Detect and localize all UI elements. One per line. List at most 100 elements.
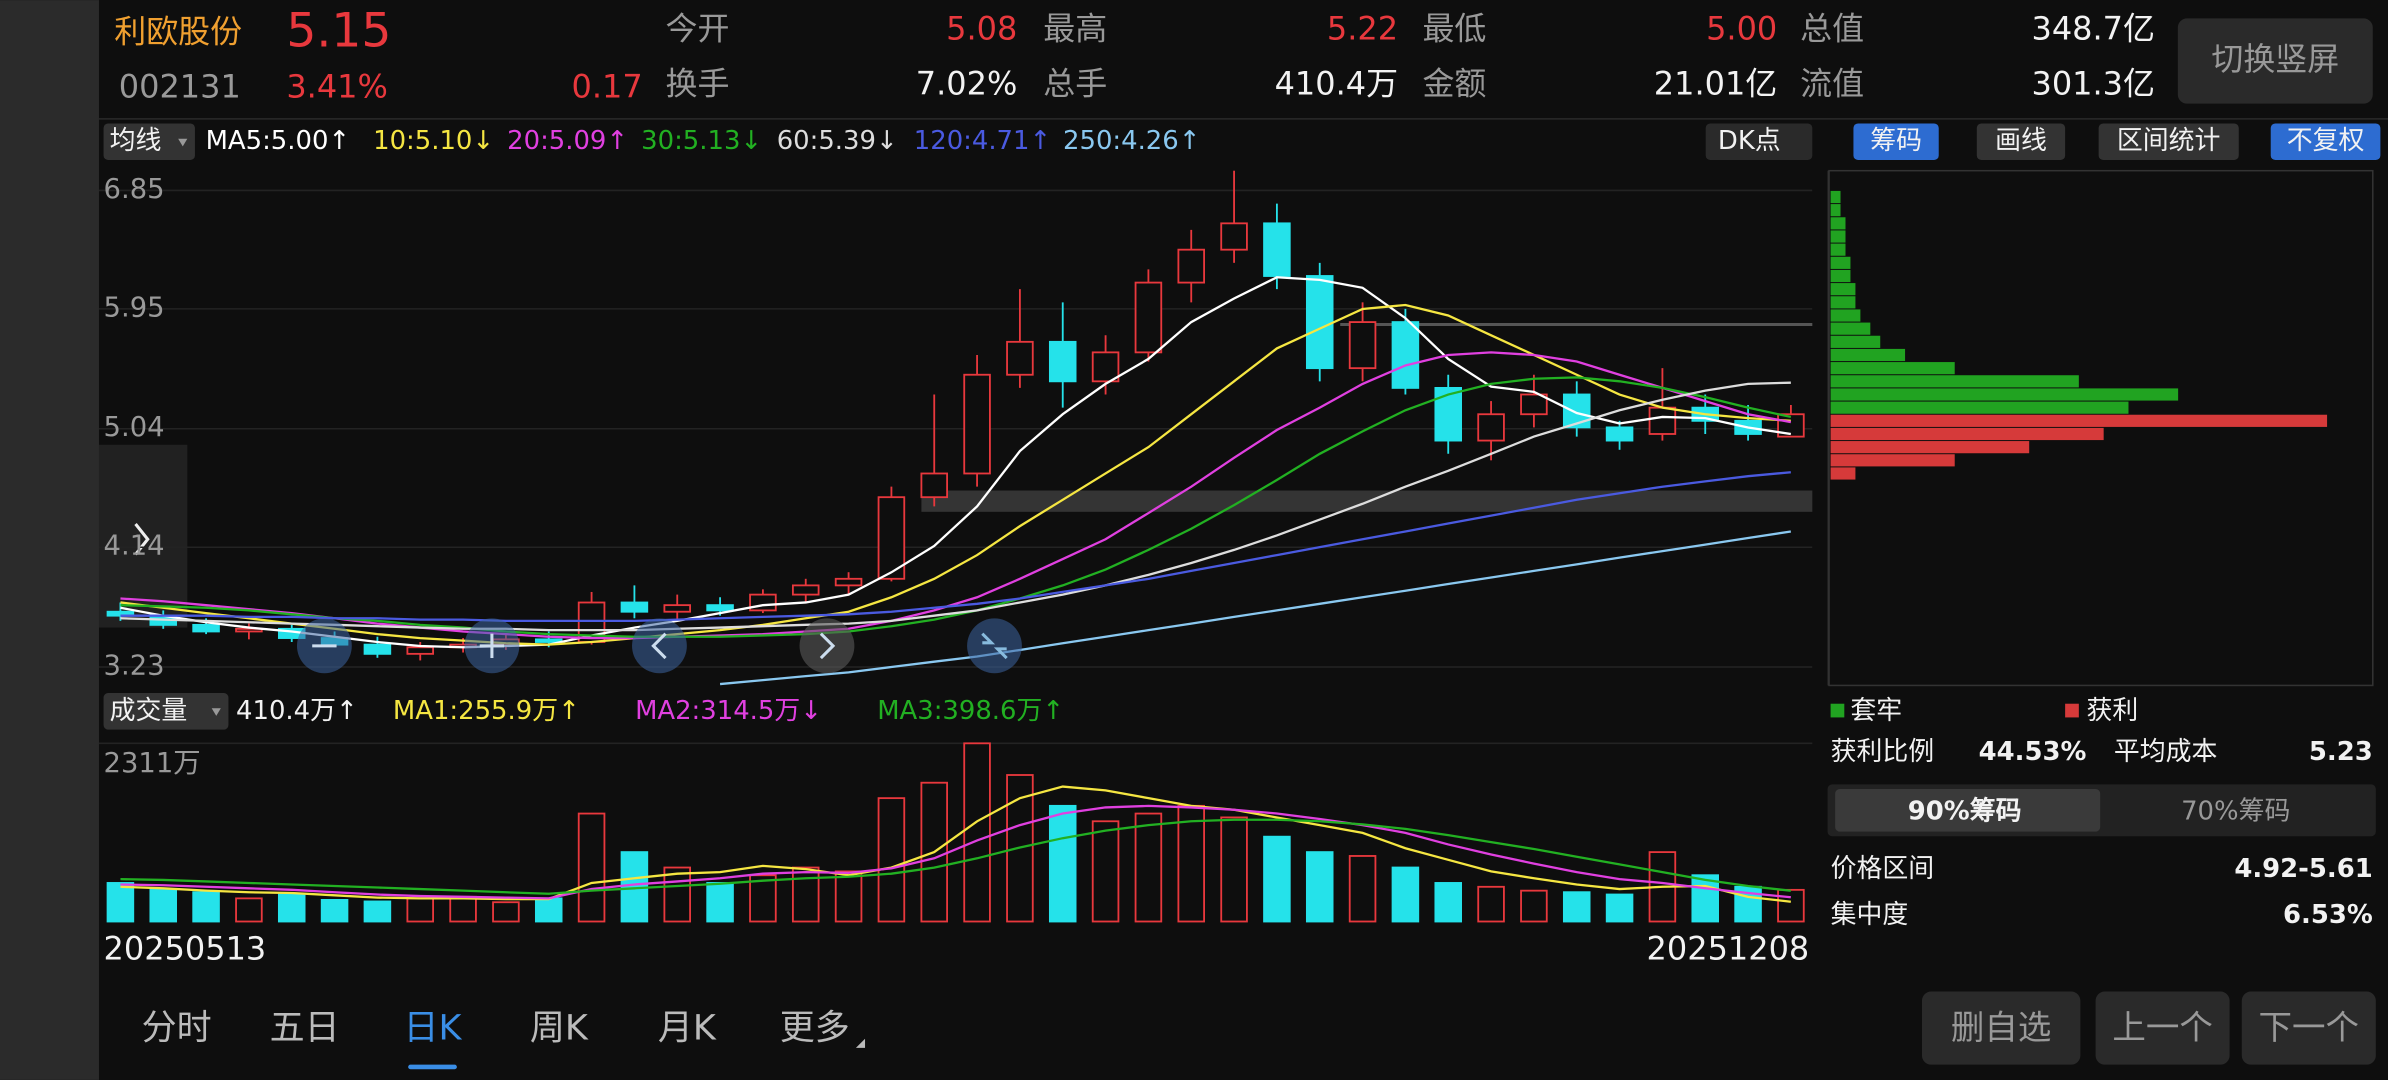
volume-bar xyxy=(663,866,692,923)
stat-value: 5.08 xyxy=(946,10,1017,48)
volume-bar xyxy=(406,897,435,923)
period-tab[interactable]: 周K xyxy=(530,1008,589,1049)
profit-ratio-label: 获利比例 xyxy=(1831,737,1935,767)
stock-name: 利欧股份 xyxy=(114,13,242,51)
period-tab[interactable]: 更多 xyxy=(780,1008,850,1049)
price-chart xyxy=(98,170,1813,686)
chip-bar xyxy=(1830,269,1851,283)
ma-line xyxy=(120,381,1791,632)
volume-bar xyxy=(1134,812,1163,923)
candle-body xyxy=(663,604,692,613)
volume-bar xyxy=(1391,866,1420,923)
side-handle[interactable] xyxy=(98,444,188,628)
ma-line xyxy=(120,351,1792,640)
avg-cost: 5.23 xyxy=(2309,737,2373,767)
chip-bar xyxy=(1830,335,1881,348)
period-tab[interactable]: 月K xyxy=(658,1008,717,1049)
bottom-bar: 分时 五日 日K 周K 月K 更多 删自选 上一个 下一个 xyxy=(142,991,2376,1070)
toolbar-tab[interactable] xyxy=(1976,123,2066,161)
tab-underline xyxy=(408,1064,457,1070)
chip-bar xyxy=(1830,414,2328,427)
stock-code: 002131 xyxy=(119,67,241,105)
mode-70[interactable]: 70%筹码 xyxy=(2181,796,2290,826)
toolbar-tab-label[interactable]: 画线 xyxy=(1995,126,2047,156)
chip-bar xyxy=(1830,190,1841,204)
stat-value: 7.02% xyxy=(916,64,1018,102)
tool-button[interactable] xyxy=(799,618,855,674)
end-date: 20251208 xyxy=(1647,929,1810,967)
legend-entry: MA5:5.00↑ xyxy=(206,126,350,156)
toolbar-tab-label[interactable]: 区间统计 xyxy=(2117,126,2221,156)
chip-frame xyxy=(1828,169,2374,687)
right-icon xyxy=(819,632,836,660)
candle-body xyxy=(877,496,906,580)
ma-line xyxy=(120,376,1792,638)
volume-menu[interactable] xyxy=(103,693,229,730)
toolbar-tab[interactable] xyxy=(2098,123,2239,161)
dropdown-icon xyxy=(211,708,221,716)
profit-ratio: 44.53% xyxy=(1979,737,2087,767)
action-button[interactable] xyxy=(1921,991,2081,1065)
dk-button[interactable] xyxy=(1705,123,1813,161)
toolbar-tab[interactable] xyxy=(2270,123,2381,161)
candle-body xyxy=(1348,321,1377,370)
action-label[interactable]: 删自选 xyxy=(1951,1008,2052,1047)
rotate-label[interactable]: 切换竖屏 xyxy=(2211,40,2339,78)
ma-menu-label[interactable]: 均线 xyxy=(110,126,162,156)
action-label[interactable]: 上一个 xyxy=(2112,1008,2213,1047)
chip-chart: 套牢 获利 xyxy=(1830,190,2328,726)
mode-90[interactable]: 90%筹码 xyxy=(1908,795,2022,826)
dk-label[interactable]: DK点 xyxy=(1718,126,1781,156)
chip-bar xyxy=(1830,309,1861,322)
ma-line xyxy=(120,804,1791,900)
y-tick-label: 5.95 xyxy=(104,292,165,323)
candle-body xyxy=(834,577,863,587)
period-tab[interactable]: 日K xyxy=(404,1008,463,1049)
action-button[interactable] xyxy=(2095,991,2230,1065)
more-icon xyxy=(855,1038,866,1048)
toolbar-tab-label[interactable]: 不复权 xyxy=(2287,126,2365,156)
volume-current: 410.4万↑ xyxy=(236,696,358,726)
period-tab[interactable]: 五日 xyxy=(270,1008,340,1049)
volume-bar xyxy=(1777,888,1805,923)
volume-chart: 2311万 xyxy=(98,742,1813,923)
period-tab[interactable]: 分时 xyxy=(142,1008,212,1049)
candle-body xyxy=(235,627,263,633)
volume-bar xyxy=(1477,885,1505,923)
candle-body xyxy=(1305,275,1334,370)
action-label[interactable]: 下一个 xyxy=(2259,1008,2360,1047)
volume-menu-label[interactable]: 成交量 xyxy=(110,696,188,726)
chip-bar xyxy=(1830,256,1851,269)
chip-bar xyxy=(1830,348,1906,362)
concentration: 6.53% xyxy=(2283,900,2373,930)
concentration-label: 集中度 xyxy=(1831,900,1909,930)
volume-bar xyxy=(534,897,563,923)
candle-body xyxy=(1477,413,1505,442)
toolbar-tab[interactable] xyxy=(1853,123,1939,161)
chip-bar xyxy=(1830,375,2079,388)
change-pct: 3.41% xyxy=(286,67,388,105)
toolbar-tab-label[interactable]: 筹码 xyxy=(1870,126,1922,156)
stat-label: 今开 xyxy=(666,10,730,48)
candle-body xyxy=(620,601,649,613)
volume-bar xyxy=(706,882,734,923)
volume-bar xyxy=(1691,874,1720,923)
chip-bar xyxy=(1830,217,1846,230)
stat-label: 总手 xyxy=(1043,64,1107,102)
tool-button[interactable] xyxy=(632,618,687,674)
mode-selected[interactable] xyxy=(1835,789,2101,832)
dropdown-icon xyxy=(178,138,188,147)
tool-button[interactable] xyxy=(967,618,1022,674)
chip-bar xyxy=(1830,296,1856,309)
candle-body xyxy=(1391,321,1420,389)
volume-bar xyxy=(749,874,777,923)
volume-bar xyxy=(1434,882,1463,923)
ma-menu[interactable] xyxy=(103,123,195,161)
action-button[interactable] xyxy=(2241,991,2376,1065)
candle-body xyxy=(1177,248,1206,284)
volume-bar xyxy=(320,898,349,923)
rotate-button[interactable] xyxy=(2177,18,2373,104)
chip-bar xyxy=(1830,427,2104,441)
